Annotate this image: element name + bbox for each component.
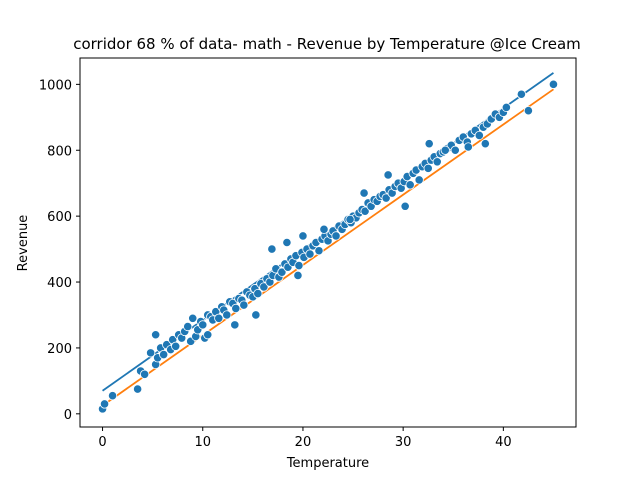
data-point xyxy=(99,399,110,409)
data-point xyxy=(214,313,224,323)
x-axis-label: Temperature xyxy=(286,456,369,471)
data-point xyxy=(381,193,391,203)
data-points xyxy=(97,79,559,414)
data-point xyxy=(253,288,263,299)
y-tick-label: 400 xyxy=(47,276,72,291)
data-point xyxy=(424,139,434,149)
plot-area-frame xyxy=(79,57,577,428)
data-point xyxy=(480,139,490,149)
x-tick-label: 40 xyxy=(495,435,512,450)
data-point xyxy=(474,130,484,141)
data-point xyxy=(293,270,303,281)
data-point xyxy=(298,231,308,241)
data-point xyxy=(440,145,450,155)
chart-title: corridor 68 % of data- math - Revenue by… xyxy=(73,35,581,53)
data-point xyxy=(450,145,460,155)
data-point xyxy=(432,157,442,167)
data-point xyxy=(400,201,410,211)
y-tick-label: 200 xyxy=(47,342,72,357)
data-point xyxy=(516,89,526,99)
data-point xyxy=(548,79,559,89)
data-point xyxy=(523,106,534,116)
y-tick-label: 0 xyxy=(64,408,72,423)
x-tick-label: 20 xyxy=(295,435,312,450)
data-point xyxy=(133,384,143,394)
data-point xyxy=(146,348,156,358)
data-point xyxy=(183,321,193,332)
y-axis-ticks: 0 200 400 600 800 1000 xyxy=(39,78,80,423)
x-tick-label: 10 xyxy=(194,435,211,450)
data-point xyxy=(203,330,213,340)
data-point xyxy=(360,206,370,216)
y-tick-label: 1000 xyxy=(39,78,72,93)
data-point xyxy=(259,282,269,292)
data-point xyxy=(294,260,304,271)
data-point xyxy=(222,310,232,320)
trend-line-2 xyxy=(102,88,554,407)
data-point xyxy=(159,349,169,360)
x-tick-label: 30 xyxy=(395,435,412,450)
data-point xyxy=(231,303,241,313)
data-point xyxy=(277,267,287,277)
data-point xyxy=(305,249,315,259)
data-point xyxy=(501,102,511,113)
data-point xyxy=(230,320,240,330)
data-point xyxy=(282,237,292,248)
data-point xyxy=(251,310,261,320)
data-point xyxy=(319,224,329,234)
data-point xyxy=(331,231,341,241)
data-point xyxy=(151,330,161,340)
data-point xyxy=(359,188,369,198)
data-point xyxy=(314,246,324,256)
data-point xyxy=(463,142,473,152)
data-point xyxy=(414,175,424,185)
y-tick-label: 600 xyxy=(47,210,72,225)
y-tick-label: 800 xyxy=(47,144,72,159)
data-point xyxy=(239,300,249,310)
y-axis-label: Revenue xyxy=(16,215,31,272)
data-point xyxy=(171,341,181,351)
data-point xyxy=(140,369,150,379)
x-axis-ticks: 0 10 20 30 40 xyxy=(98,427,512,450)
data-point xyxy=(345,214,355,225)
data-point xyxy=(188,313,198,323)
data-point xyxy=(383,170,393,180)
data-point xyxy=(405,180,415,190)
data-point xyxy=(423,163,433,173)
x-tick-label: 0 xyxy=(98,435,106,450)
data-point xyxy=(267,244,277,254)
data-point xyxy=(198,320,208,330)
data-point xyxy=(107,391,118,401)
